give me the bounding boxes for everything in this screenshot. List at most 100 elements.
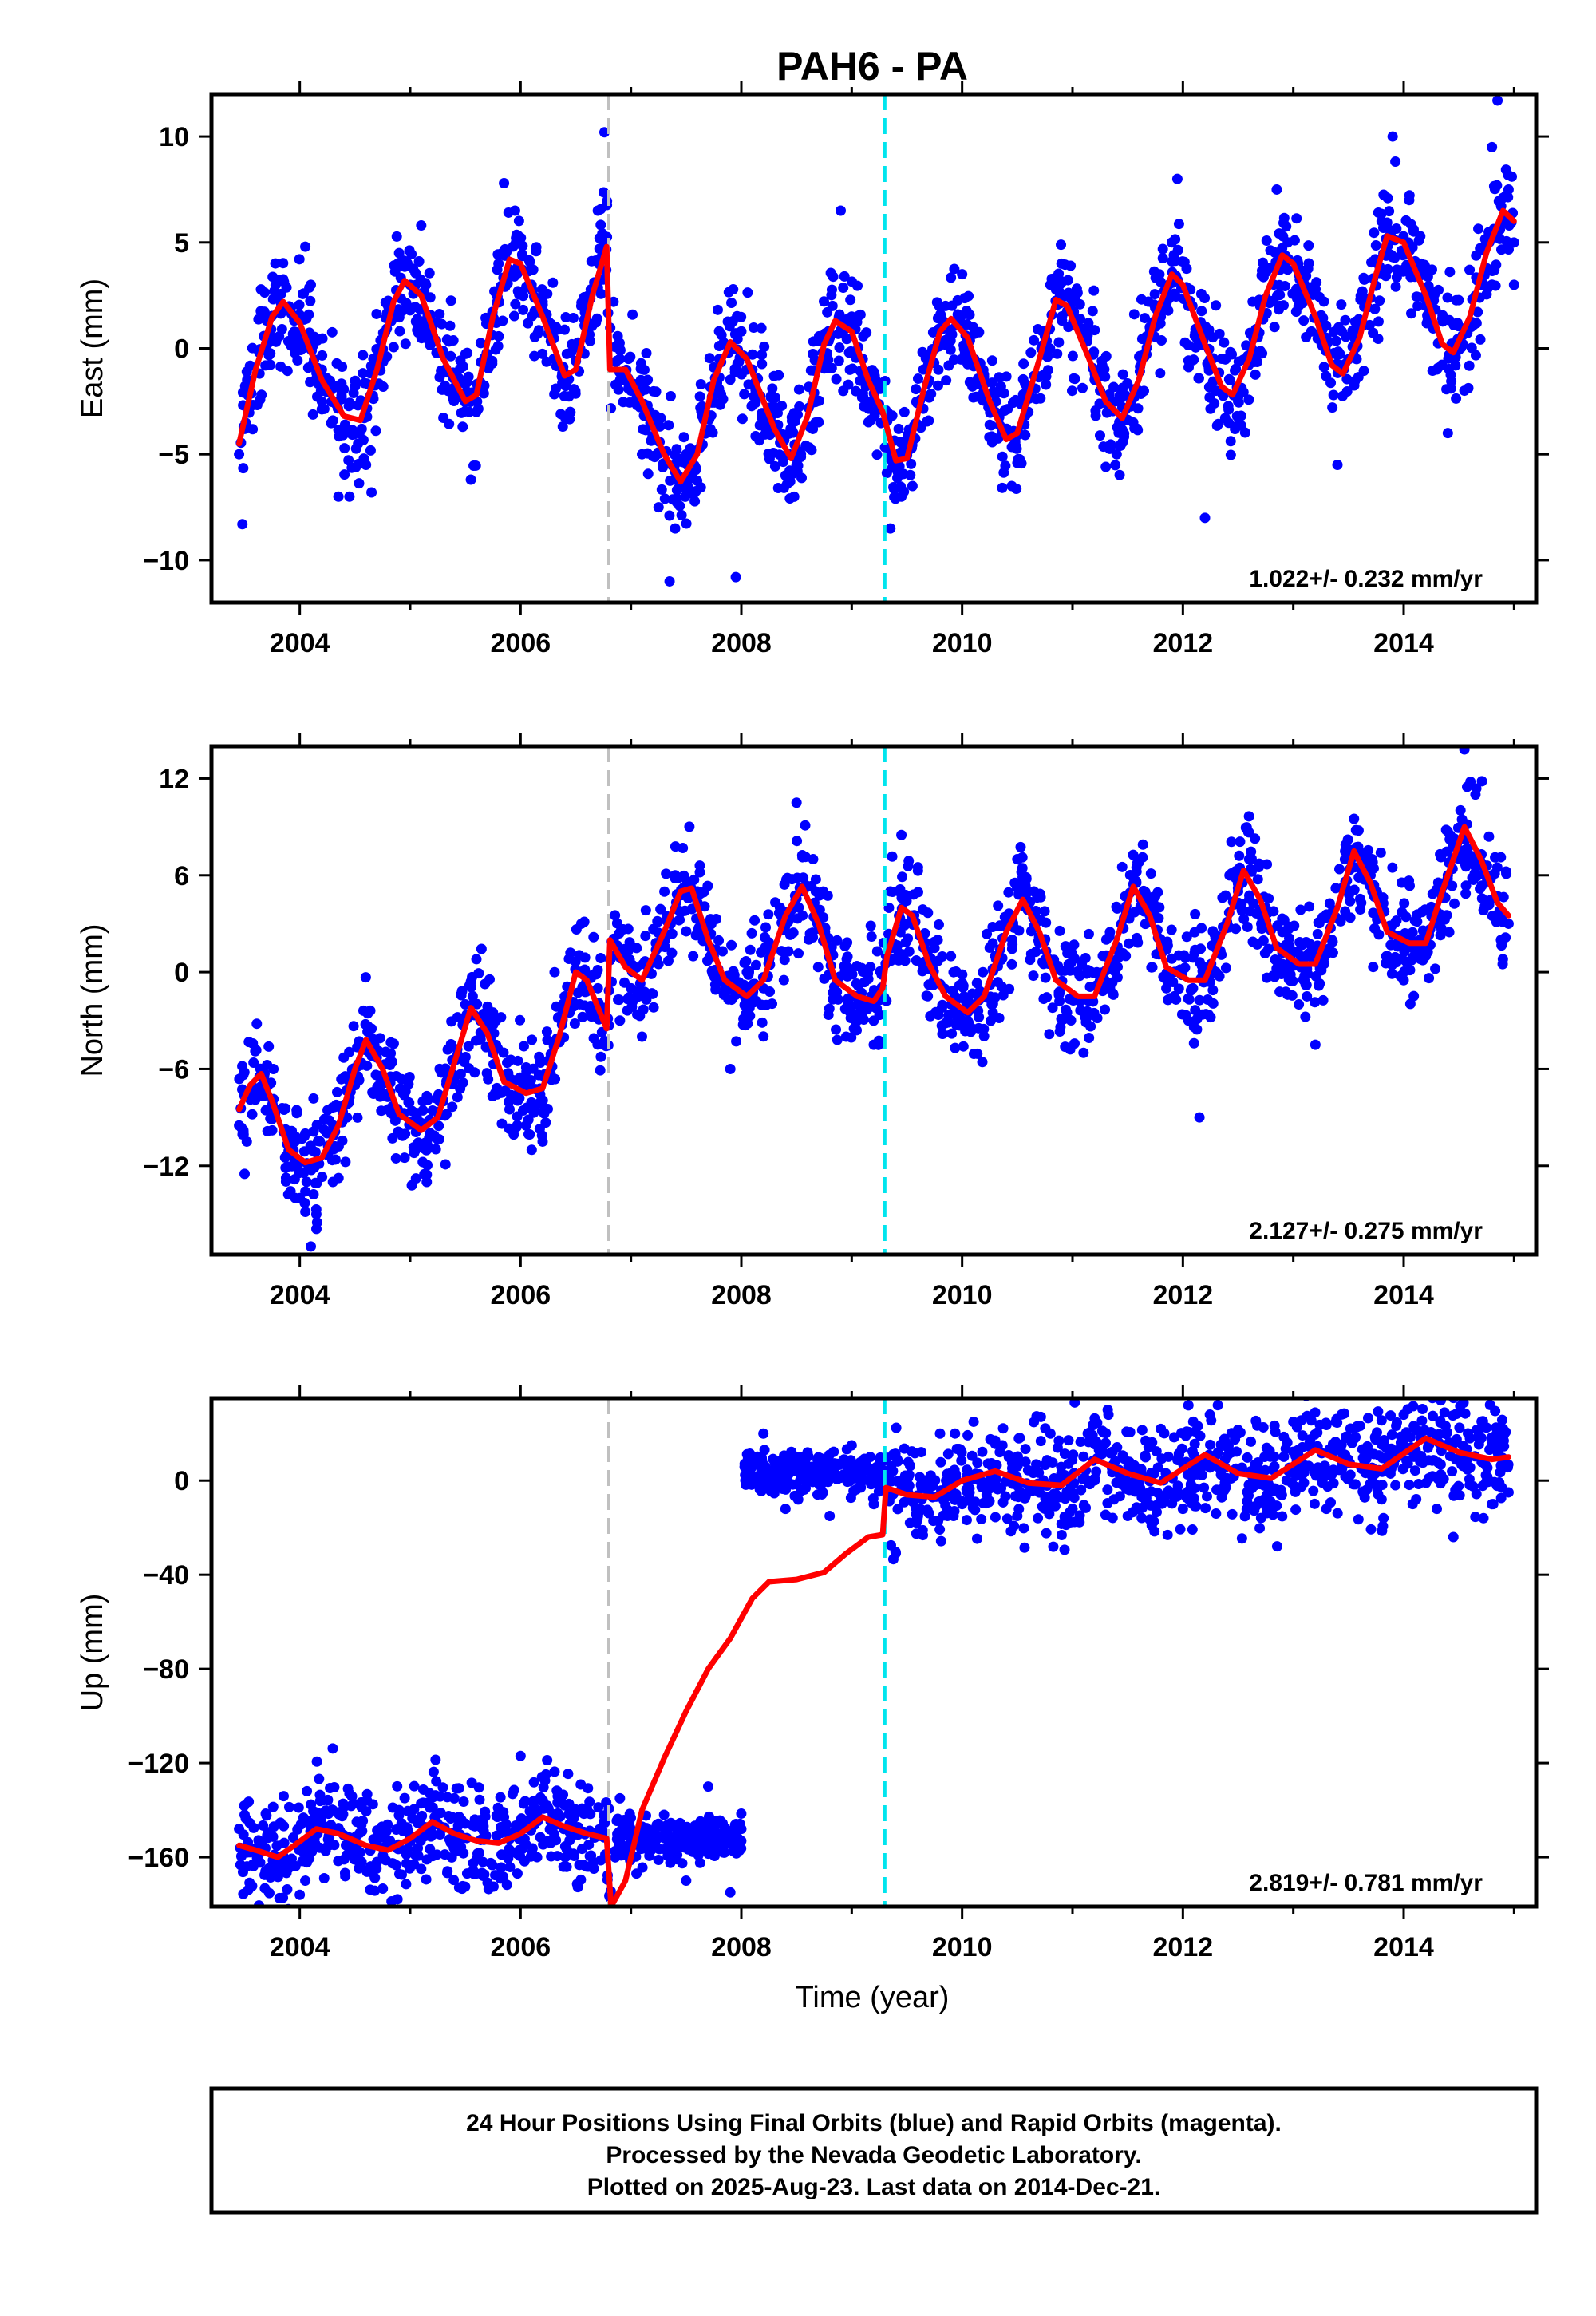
data-point	[964, 310, 975, 321]
data-point	[808, 348, 819, 359]
data-point	[1173, 983, 1184, 994]
x-tick-label: 2008	[711, 628, 772, 658]
data-point	[1001, 1513, 1013, 1524]
data-point	[1200, 1503, 1211, 1514]
data-point	[1350, 824, 1361, 836]
data-point	[988, 386, 999, 397]
data-point	[1068, 1449, 1079, 1460]
data-point	[515, 1014, 526, 1026]
data-point	[793, 948, 804, 959]
data-point	[1278, 915, 1290, 926]
data-point	[260, 1808, 271, 1819]
data-point	[906, 458, 917, 469]
data-point	[340, 1071, 351, 1082]
data-point	[428, 1766, 439, 1777]
data-point	[329, 1782, 340, 1793]
data-point	[614, 344, 626, 355]
data-point	[262, 1125, 273, 1136]
data-point	[908, 889, 919, 900]
data-point	[742, 287, 753, 298]
data-point	[1108, 988, 1119, 999]
data-point	[1136, 1425, 1148, 1436]
data-point	[394, 1083, 405, 1094]
data-point	[527, 1034, 538, 1045]
data-point	[996, 1483, 1007, 1494]
data-point	[885, 523, 896, 534]
data-point	[516, 1813, 527, 1824]
data-point	[1373, 316, 1384, 327]
data-point	[529, 350, 540, 362]
data-point	[710, 984, 721, 995]
data-point	[1068, 1488, 1079, 1499]
x-tick-label: 2010	[932, 1932, 993, 1962]
data-point	[1189, 927, 1200, 938]
data-point	[503, 1853, 514, 1864]
data-point	[949, 263, 960, 275]
data-point	[314, 1136, 326, 1147]
data-point	[278, 1791, 289, 1802]
data-point	[570, 388, 581, 399]
data-point	[1206, 1415, 1217, 1426]
data-point	[1412, 301, 1424, 312]
data-point	[1408, 1401, 1419, 1412]
data-point	[501, 1879, 512, 1891]
data-point	[694, 867, 705, 878]
data-point	[1028, 970, 1039, 982]
data-point	[681, 926, 692, 937]
data-point	[1231, 923, 1242, 935]
data-point	[896, 829, 907, 840]
data-point	[613, 994, 624, 1006]
data-point	[1327, 947, 1338, 958]
data-point	[1297, 1430, 1308, 1441]
data-point	[977, 1446, 988, 1457]
x-tick-label: 2012	[1153, 1280, 1214, 1310]
data-point	[294, 1192, 306, 1203]
data-point	[1230, 365, 1241, 376]
data-point	[1112, 903, 1123, 914]
data-point	[1225, 449, 1236, 460]
data-point	[848, 1023, 859, 1034]
data-point	[1432, 364, 1442, 375]
data-point	[547, 277, 559, 288]
data-point	[1437, 316, 1448, 327]
x-tick-label: 2012	[1153, 628, 1214, 658]
data-point	[838, 385, 849, 397]
data-point	[1049, 1500, 1060, 1512]
data-point	[689, 874, 700, 885]
data-point	[1348, 1479, 1359, 1490]
data-point	[241, 1136, 252, 1147]
data-point	[445, 1813, 456, 1824]
data-point	[566, 347, 577, 358]
data-point	[640, 384, 651, 395]
data-point	[387, 1132, 398, 1144]
data-point	[736, 326, 747, 337]
data-point	[520, 1120, 531, 1131]
data-point	[824, 1003, 835, 1014]
data-point	[1131, 862, 1142, 873]
data-point	[891, 1422, 902, 1433]
data-point	[851, 385, 862, 397]
data-point	[855, 375, 866, 386]
data-point	[442, 1866, 453, 1877]
data-point	[1020, 429, 1031, 441]
data-point	[579, 952, 591, 963]
data-point	[524, 256, 535, 267]
data-point	[242, 374, 253, 385]
data-point	[1309, 1498, 1320, 1509]
data-point	[610, 910, 621, 921]
data-point	[575, 1874, 587, 1885]
data-point	[637, 449, 647, 460]
x-tick-label: 2004	[270, 1932, 330, 1962]
data-point	[416, 333, 427, 344]
data-point	[333, 491, 344, 502]
data-point	[393, 312, 405, 323]
data-point	[626, 982, 637, 994]
data-point	[397, 1129, 409, 1140]
data-point	[1318, 362, 1329, 373]
data-point	[344, 491, 355, 502]
data-point	[247, 1109, 258, 1120]
data-point	[1374, 295, 1385, 306]
data-point	[1063, 287, 1074, 298]
data-point	[270, 258, 281, 269]
data-point	[840, 1031, 851, 1042]
